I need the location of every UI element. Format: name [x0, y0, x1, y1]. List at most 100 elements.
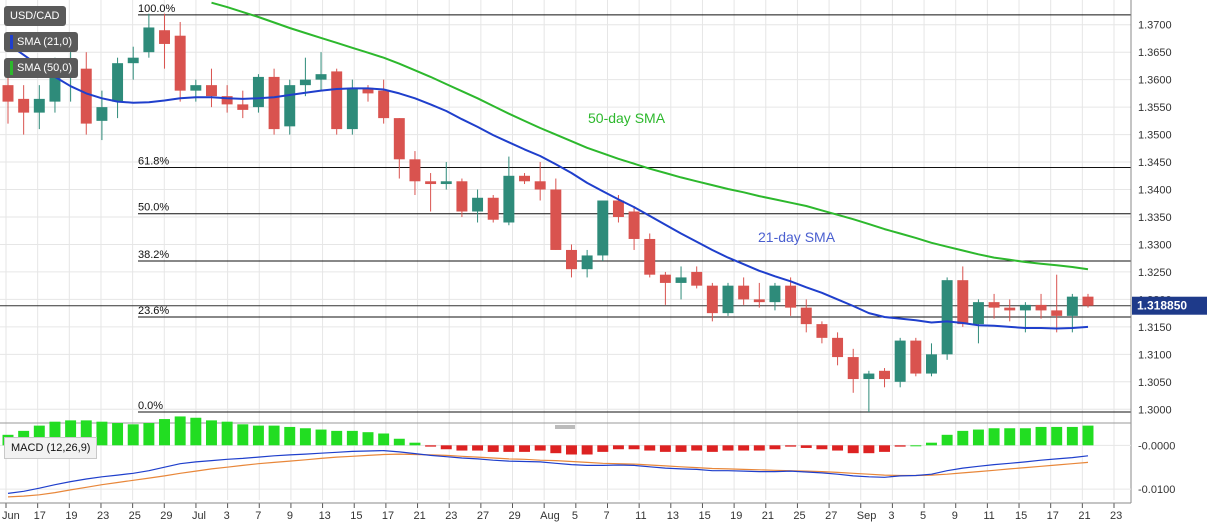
x-tick-label: 7 [603, 510, 609, 522]
x-tick-label: 13 [667, 510, 679, 522]
x-tick-label: 17 [34, 510, 46, 522]
macd-histogram-bar [80, 420, 92, 446]
candle-body [832, 337, 844, 358]
candle-body [190, 85, 202, 91]
macd-legend: MACD (12,26,9) [4, 437, 98, 459]
candle-body [346, 87, 358, 130]
x-tick-label: 29 [160, 510, 172, 522]
sma21-swatch [10, 35, 13, 50]
macd-histogram-bar [472, 445, 484, 451]
candle-body [174, 35, 186, 91]
macd-y-tick-label: -0.0100 [1138, 484, 1175, 496]
candle-body [566, 249, 577, 270]
macd-histogram-bar [753, 445, 765, 451]
macd-histogram-bar [957, 430, 969, 446]
fib-label: 23.6% [138, 305, 169, 317]
y-tick-label: 1.3150 [1138, 322, 1172, 334]
macd-histogram-bar [1004, 428, 1016, 446]
macd-histogram-bar [503, 445, 515, 452]
x-tick-label: 9 [287, 510, 293, 522]
candle-body [1004, 307, 1016, 311]
x-tick-label: 3 [888, 510, 894, 522]
macd-histogram-bar [252, 425, 264, 446]
candle-body [127, 57, 139, 64]
candle-body [628, 211, 640, 239]
sma-layer [7, 1, 1089, 330]
macd-histogram-bar [926, 442, 937, 446]
macd-histogram-bar [127, 424, 139, 446]
candle-body [597, 200, 609, 256]
candle-body [425, 181, 437, 185]
sma21-legend-text: SMA (21,0) [17, 36, 73, 48]
candle-body [393, 118, 405, 160]
candle-body [1066, 296, 1078, 316]
macd-histogram-bar [675, 445, 687, 452]
grid-layer [0, 0, 1131, 500]
candle-body [33, 98, 45, 113]
candle-body [80, 68, 92, 124]
macd-histogram-bar [440, 445, 452, 450]
macd-histogram-bar [832, 445, 844, 451]
macd-histogram-bar [612, 445, 624, 450]
y-tick-label: 1.3700 [1138, 20, 1172, 32]
macd-layer: -0.0000 -0.0100 [0, 416, 1175, 498]
macd-histogram-bar [972, 429, 984, 446]
macd-histogram-bar [738, 445, 750, 451]
x-tick-label: 9 [952, 510, 958, 522]
candle-body [1082, 296, 1094, 306]
macd-histogram-bar [456, 445, 468, 451]
fib-label: 0.0% [138, 400, 163, 412]
macd-histogram-bar [33, 425, 45, 446]
x-tick-label: 3 [224, 510, 230, 522]
macd-histogram-bar [597, 445, 609, 452]
x-tick-label: 7 [255, 510, 261, 522]
y-tick-label: 1.3350 [1138, 212, 1172, 224]
macd-histogram-bar [566, 445, 577, 455]
candle-body [268, 76, 280, 130]
macd-histogram-bar [800, 445, 812, 448]
x-tick-label: 11 [635, 510, 646, 522]
x-tick-label: 27 [477, 510, 489, 522]
candle-body [487, 197, 499, 220]
sma50-legend: SMA (50,0) [4, 58, 79, 78]
macd-histogram-bar [315, 429, 327, 446]
macd-histogram-bar [534, 445, 546, 451]
macd-histogram-bar [941, 434, 953, 446]
x-tick-label: 23 [445, 510, 457, 522]
candle-body [534, 181, 546, 190]
y-tick-label: 1.3600 [1138, 75, 1172, 87]
y-tick-label: 1.3100 [1138, 349, 1172, 361]
candle-body [1035, 304, 1047, 311]
macd-signal-line [7, 453, 1089, 498]
candle-body [863, 373, 875, 380]
candle-body [221, 96, 233, 105]
sma50-swatch [10, 61, 13, 76]
macd-histogram-bar [299, 428, 311, 446]
macd-histogram-bar [284, 426, 296, 446]
macd-histogram-bar [894, 445, 906, 447]
x-tick-label: 25 [129, 510, 141, 522]
last-price-badge [1132, 296, 1207, 315]
macd-histogram-bar [628, 445, 640, 450]
macd-histogram-bar [722, 445, 734, 451]
candle-body [941, 280, 953, 355]
x-tick-label: 21 [414, 510, 426, 522]
candle-body [926, 354, 937, 374]
candle-body [159, 30, 170, 44]
candle-body [237, 104, 249, 110]
macd-histogram-bar [65, 420, 77, 446]
macd-histogram-bar [159, 419, 170, 446]
fib-label: 38.2% [138, 249, 169, 261]
macd-histogram-bar [331, 430, 343, 446]
macd-histogram-bar [268, 425, 280, 446]
x-tick-label: 19 [730, 510, 742, 522]
macd-histogram-bar [409, 442, 421, 446]
sma21-line [7, 43, 1089, 330]
candle-body [691, 271, 703, 286]
candle-body [800, 307, 812, 325]
candle-body [644, 238, 656, 275]
macd-histogram-bar [112, 423, 124, 446]
candle-body [2, 85, 14, 102]
fib-label: 100.0% [138, 3, 176, 15]
